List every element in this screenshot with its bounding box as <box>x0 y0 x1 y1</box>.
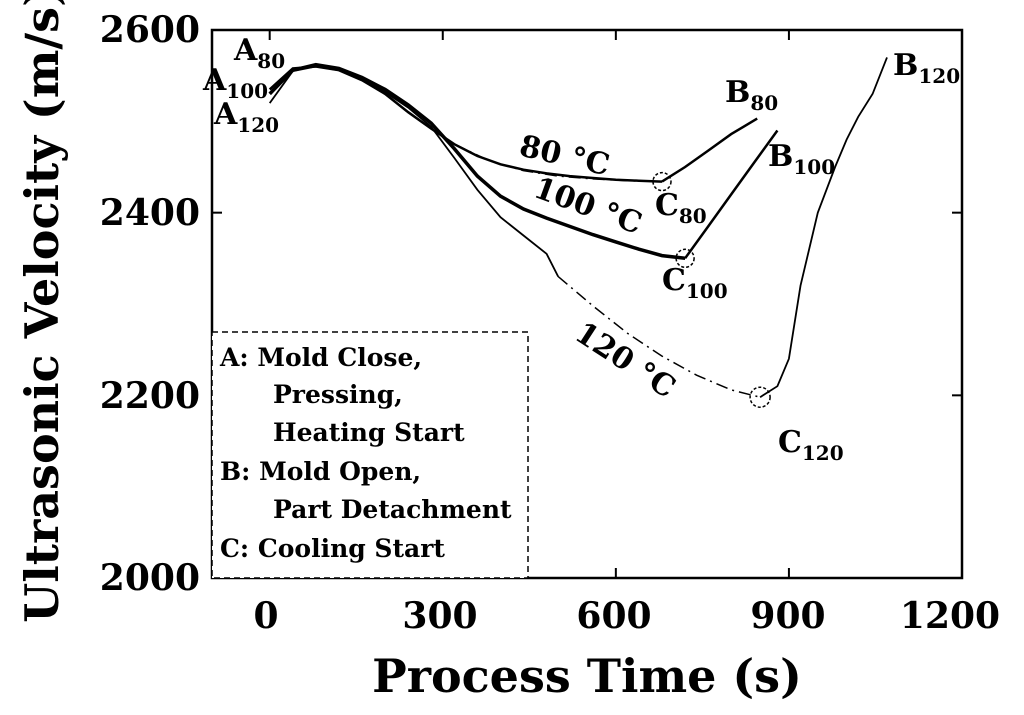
y-tick-label: 2600 <box>100 9 200 51</box>
cooling-start-marker-c80 <box>652 171 672 192</box>
annotation-c120: C120 <box>778 425 844 465</box>
series-120c-cooling-line <box>759 57 888 398</box>
annotation-b80: B80 <box>725 75 778 115</box>
annotation-c80: C80 <box>655 188 707 228</box>
cooling-start-marker-c120 <box>749 386 771 408</box>
legend-line: Part Detachment <box>273 495 512 524</box>
plot-frame <box>210 28 964 580</box>
legend-line: B: Mold Open, <box>220 457 421 486</box>
annotation-a80: A80 <box>233 33 285 73</box>
annotation-a120: A120 <box>213 97 279 137</box>
x-tick-label: 1200 <box>900 595 1000 637</box>
legend-line: A: Mold Close, <box>219 343 422 372</box>
x-tick-label: 900 <box>750 595 825 637</box>
legend-box <box>211 331 529 579</box>
series-100c-heating-line <box>268 62 686 261</box>
label-120c: 120 °C <box>569 315 682 405</box>
y-tick-label: 2200 <box>100 375 200 417</box>
legend-line: Heating Start <box>273 418 465 447</box>
x-tick-label: 0 <box>253 595 278 637</box>
x-axis-label: Process Time (s) <box>372 649 802 703</box>
y-tick-label: 2400 <box>100 192 200 234</box>
series-120c-heating-line <box>268 65 560 278</box>
series-120c-dashdot-line <box>557 276 761 398</box>
series-100c-cooling-line <box>684 129 779 260</box>
annotation-a100: A100 <box>202 63 268 103</box>
annotation-b120: B120 <box>893 48 960 88</box>
y-tick-label: 2000 <box>100 557 200 599</box>
y-axis-label: Ultrasonic Velocity (m/s) <box>15 0 69 623</box>
legend-line: Pressing, <box>273 380 403 409</box>
x-tick-label: 300 <box>402 595 477 637</box>
series-80c-cooling-line <box>661 117 758 183</box>
legend-line: C: Cooling Start <box>220 534 445 563</box>
annotation-b100: B100 <box>768 139 835 179</box>
x-tick-label: 600 <box>576 595 651 637</box>
series-80c-dashdot-line <box>453 143 663 183</box>
cooling-start-marker-c100 <box>675 248 695 269</box>
annotation-c100: C100 <box>662 263 728 303</box>
